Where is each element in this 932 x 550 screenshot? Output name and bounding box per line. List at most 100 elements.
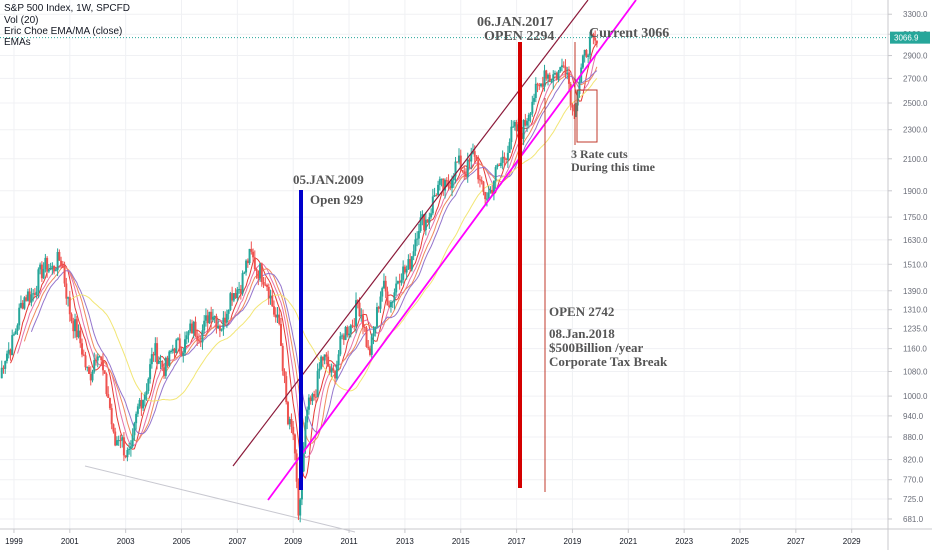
- candle-body: [157, 361, 160, 364]
- candle-body: [433, 195, 436, 197]
- candle-body: [23, 297, 26, 309]
- candle-body: [567, 72, 570, 84]
- y-tick-label: 1160.0: [903, 345, 927, 354]
- candle-body: [178, 338, 181, 352]
- candle-body: [231, 293, 234, 301]
- candle-body: [194, 321, 197, 336]
- candle-body: [524, 120, 527, 126]
- chart-title: S&P 500 Index, 1W, SPCFD: [4, 3, 130, 14]
- candle-body: [269, 295, 272, 299]
- candle-body: [175, 339, 178, 353]
- candle-body: [473, 151, 476, 157]
- candle-body: [115, 440, 118, 446]
- candle-body: [395, 283, 398, 293]
- candle-body: [555, 72, 558, 80]
- candle-body: [454, 161, 457, 177]
- candle-body: [576, 93, 579, 106]
- candle-body: [161, 361, 164, 368]
- candle-body: [39, 264, 42, 270]
- candle-body: [208, 311, 211, 324]
- candle-body: [529, 113, 532, 115]
- candle-body: [75, 319, 78, 338]
- candle-body: [327, 356, 330, 367]
- candle-body: [42, 269, 45, 279]
- candle-body: [313, 394, 316, 397]
- ann-tax-2: Corporate Tax Break: [549, 354, 668, 369]
- ann-jan2009-open: Open 929: [310, 192, 364, 207]
- candle-body: [88, 367, 91, 374]
- candle-body: [56, 251, 59, 271]
- candle-body: [210, 311, 213, 320]
- candle-body: [35, 291, 38, 295]
- candle-body: [147, 379, 150, 391]
- volume-indicator-label[interactable]: Vol (20): [4, 15, 39, 26]
- candle-body: [124, 455, 127, 458]
- candle-body: [114, 431, 117, 446]
- candle-body: [349, 325, 352, 334]
- candle-body: [311, 394, 314, 402]
- candle-body: [543, 70, 546, 87]
- candle-body: [400, 279, 403, 283]
- candle-body: [264, 284, 267, 286]
- candle-body: [526, 121, 529, 126]
- candle-body: [346, 327, 349, 336]
- emas-indicator-label[interactable]: EMAs: [4, 37, 31, 48]
- candle-body: [334, 370, 337, 379]
- candle-body: [348, 333, 351, 336]
- candle-body: [417, 230, 420, 239]
- candle-body: [351, 325, 354, 327]
- candle-body: [402, 266, 405, 280]
- y-tick-label: 725.0: [903, 495, 924, 504]
- candle-body: [515, 122, 518, 132]
- candle-body: [129, 446, 132, 449]
- candle-body: [170, 350, 173, 352]
- candle-body: [65, 283, 68, 299]
- y-tick-label: 2500.0: [903, 99, 928, 108]
- candle-body: [540, 83, 543, 87]
- candle-body: [554, 72, 556, 75]
- candle-body: [283, 370, 286, 377]
- candle-body: [281, 345, 284, 371]
- ema-ma-indicator-label[interactable]: Eric Choe EMA/MA (close): [4, 26, 123, 37]
- candle-body: [388, 305, 391, 308]
- ann-jan2017-open: OPEN 2294: [484, 29, 554, 44]
- x-tick-label: 2017: [508, 537, 526, 546]
- candle-body: [335, 364, 338, 379]
- candle-body: [255, 269, 258, 271]
- candle-body: [185, 335, 188, 340]
- candle-body: [168, 351, 171, 366]
- candle-body: [227, 310, 230, 314]
- candle-body: [63, 267, 66, 284]
- candle-body: [505, 158, 508, 160]
- candle-body: [117, 440, 120, 442]
- candle-body: [428, 217, 431, 223]
- y-tick-label: 1390.0: [903, 287, 928, 296]
- candle-body: [218, 326, 221, 331]
- candle-body: [173, 348, 176, 353]
- candle-body: [285, 376, 288, 403]
- candle-body: [355, 300, 358, 326]
- candle-body: [536, 83, 539, 85]
- candle-body: [246, 260, 249, 264]
- candle-body: [21, 302, 24, 309]
- candle-body: [77, 330, 80, 338]
- candle-body: [259, 263, 262, 279]
- candle-body: [456, 161, 459, 163]
- candle-body: [320, 356, 323, 369]
- candle-body: [419, 217, 422, 231]
- candle-body: [531, 101, 534, 114]
- x-tick-label: 2025: [731, 537, 749, 546]
- channel-lower-line: [267, 0, 637, 501]
- candle-body: [451, 180, 454, 189]
- candle-body: [386, 291, 389, 306]
- candle-body: [25, 297, 28, 301]
- x-tick-label: 2005: [173, 537, 191, 546]
- candle-body: [253, 257, 256, 270]
- candle-body: [44, 257, 47, 270]
- ann-jan2017-date: 06.JAN.2017: [477, 15, 553, 30]
- candle-body: [79, 330, 82, 344]
- x-tick-label: 1999: [5, 537, 23, 546]
- candle-body: [550, 81, 553, 83]
- candle-body: [126, 450, 129, 458]
- candle-body: [119, 440, 122, 442]
